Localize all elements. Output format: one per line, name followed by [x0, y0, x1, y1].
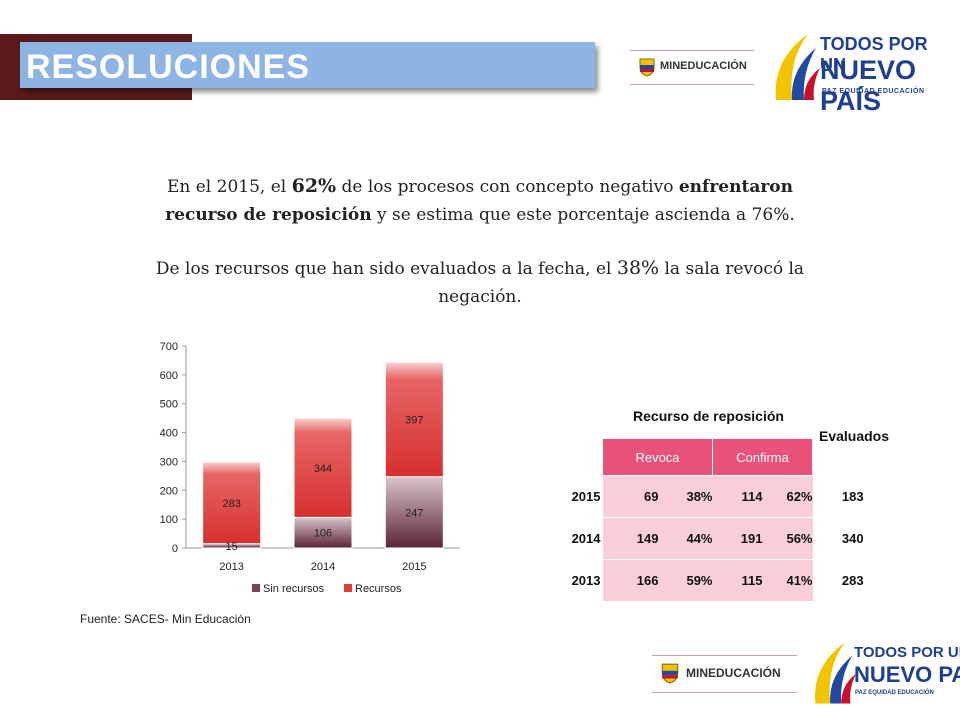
legend-swatch: [344, 584, 352, 592]
evaluated-count: 340: [841, 531, 864, 546]
evaluated-label: Evaluados: [818, 428, 890, 444]
revoca-count: 166: [602, 559, 659, 601]
header-confirma: Confirma: [712, 438, 813, 476]
y-tick-label: 400: [160, 428, 178, 440]
table-row: 2015 69 38% 114 62% 183: [556, 475, 893, 518]
p2-text-a: De los recursos que han sido evaluados a…: [155, 259, 617, 279]
tpn-line2: NUEVO PAÍS: [820, 55, 917, 116]
x-tick-label: 2015: [402, 561, 426, 573]
mineducacion-logo-bottom: MINEDUCACIÓN: [652, 655, 797, 693]
data-label: 106: [314, 528, 332, 540]
revoca-count: 69: [602, 475, 659, 518]
paragraph-2: De los recursos que han sido evaluados a…: [150, 254, 810, 311]
y-tick-label: 600: [160, 370, 178, 382]
bar-recursos: [384, 361, 444, 478]
confirma-percent: 62%: [762, 475, 813, 518]
p1-text-f: y se estima que este porcentaje ascienda…: [371, 205, 795, 225]
revoca-percent: 38%: [658, 475, 713, 518]
y-tick-label: 100: [160, 514, 178, 526]
revoca-count: 149: [602, 517, 659, 560]
x-tick-label: 2014: [311, 561, 335, 573]
data-label: 397: [405, 414, 423, 426]
revoca-percent: 59%: [658, 559, 713, 601]
data-label: 15: [226, 541, 238, 553]
tpn-line2: NUEVO PAÍS: [854, 662, 960, 687]
x-tick-label: 2013: [219, 561, 243, 573]
data-label: 247: [405, 507, 423, 519]
confirma-count: 191: [712, 517, 763, 560]
tpn-line1: TODOS POR UN: [854, 644, 960, 661]
bar-sin-recursos: [293, 516, 353, 549]
p2-text-c: la sala revocó la: [659, 259, 805, 279]
confirma-percent: 56%: [762, 517, 813, 560]
data-label: 283: [222, 498, 240, 510]
tpn-line1: TODOS POR UN: [820, 34, 928, 75]
data-label: 344: [314, 463, 332, 475]
page-title: RESOLUCIONES: [26, 48, 311, 86]
legend-swatch: [252, 584, 260, 592]
revoca-percent: 44%: [658, 517, 713, 560]
todos-por-un-nuevo-pais-logo-bottom: TODOS POR UN NUEVO PAÍS PAZ EQUIDAD EDUC…: [808, 636, 960, 716]
y-tick-label: 0: [172, 543, 178, 555]
bar-recursos: [293, 417, 353, 518]
mineducacion-text: MINEDUCACIÓN: [660, 60, 747, 72]
header-revoca: Revoca: [602, 438, 713, 476]
title-band: [20, 42, 595, 88]
p1-text-c: de los procesos con concepto negativo: [336, 177, 679, 197]
y-tick-label: 200: [160, 485, 178, 497]
p2-text-d: negación.: [438, 287, 522, 307]
evaluated-count: 183: [841, 489, 864, 504]
bar-recursos: [202, 461, 262, 545]
todos-por-un-nuevo-pais-logo-top: TODOS POR UN NUEVO PAÍS PAZ EQUIDAD EDUC…: [768, 28, 958, 116]
legend-label: Recursos: [355, 583, 402, 595]
p2-highlight-percent: 38%: [616, 257, 660, 279]
p1-highlight-percent: 62%: [291, 175, 337, 197]
tpn-line3: PAZ EQUIDAD EDUCACIÓN: [855, 690, 934, 696]
p1-bold-recurso: recurso de reposición: [165, 205, 372, 225]
y-tick-label: 300: [160, 456, 178, 468]
tpn-line3: PAZ EQUIDAD EDUCACIÓN: [822, 88, 925, 95]
table-row: 2013 166 59% 115 41% 283: [556, 559, 893, 601]
mineducacion-logo-top: MINEDUCACIÓN: [630, 50, 754, 85]
coat-of-arms-icon: [661, 663, 679, 684]
row-year: 2013: [571, 572, 601, 588]
source-note: Fuente: SACES- Min Educación: [80, 612, 251, 626]
y-tick-label: 700: [160, 341, 178, 353]
p1-text-a: En el 2015, el: [166, 177, 292, 197]
confirma-percent: 41%: [762, 559, 813, 601]
paragraph-1: En el 2015, el 62% de los procesos con c…: [150, 172, 810, 229]
evaluated-count: 283: [841, 572, 864, 588]
row-year: 2014: [571, 531, 601, 546]
legend-label: Sin recursos: [263, 583, 325, 595]
mineducacion-text: MINEDUCACIÓN: [686, 666, 781, 680]
coat-of-arms-icon: [639, 58, 655, 77]
y-tick-label: 500: [160, 399, 178, 411]
table-header-row: Revoca Confirma: [556, 438, 893, 476]
stacked-bar-chart: 0 100 200 300 400 500 600 700 2013 2014 2015 15 283…: [160, 341, 460, 595]
confirma-count: 115: [712, 559, 763, 601]
nuevo-pais-swoosh-icon: [815, 642, 856, 704]
resolution-table: Revoca Confirma 2015 69 38% 114 62% 183 …: [556, 438, 893, 601]
nuevo-pais-swoosh-icon: [775, 34, 820, 100]
table-row: 2014 149 44% 191 56% 340: [556, 517, 893, 560]
p1-bold-enfrentaron: enfrentaron: [678, 177, 794, 197]
table-title: Recurso de reposición: [633, 408, 784, 424]
confirma-count: 114: [712, 475, 763, 518]
row-year: 2015: [571, 489, 601, 504]
